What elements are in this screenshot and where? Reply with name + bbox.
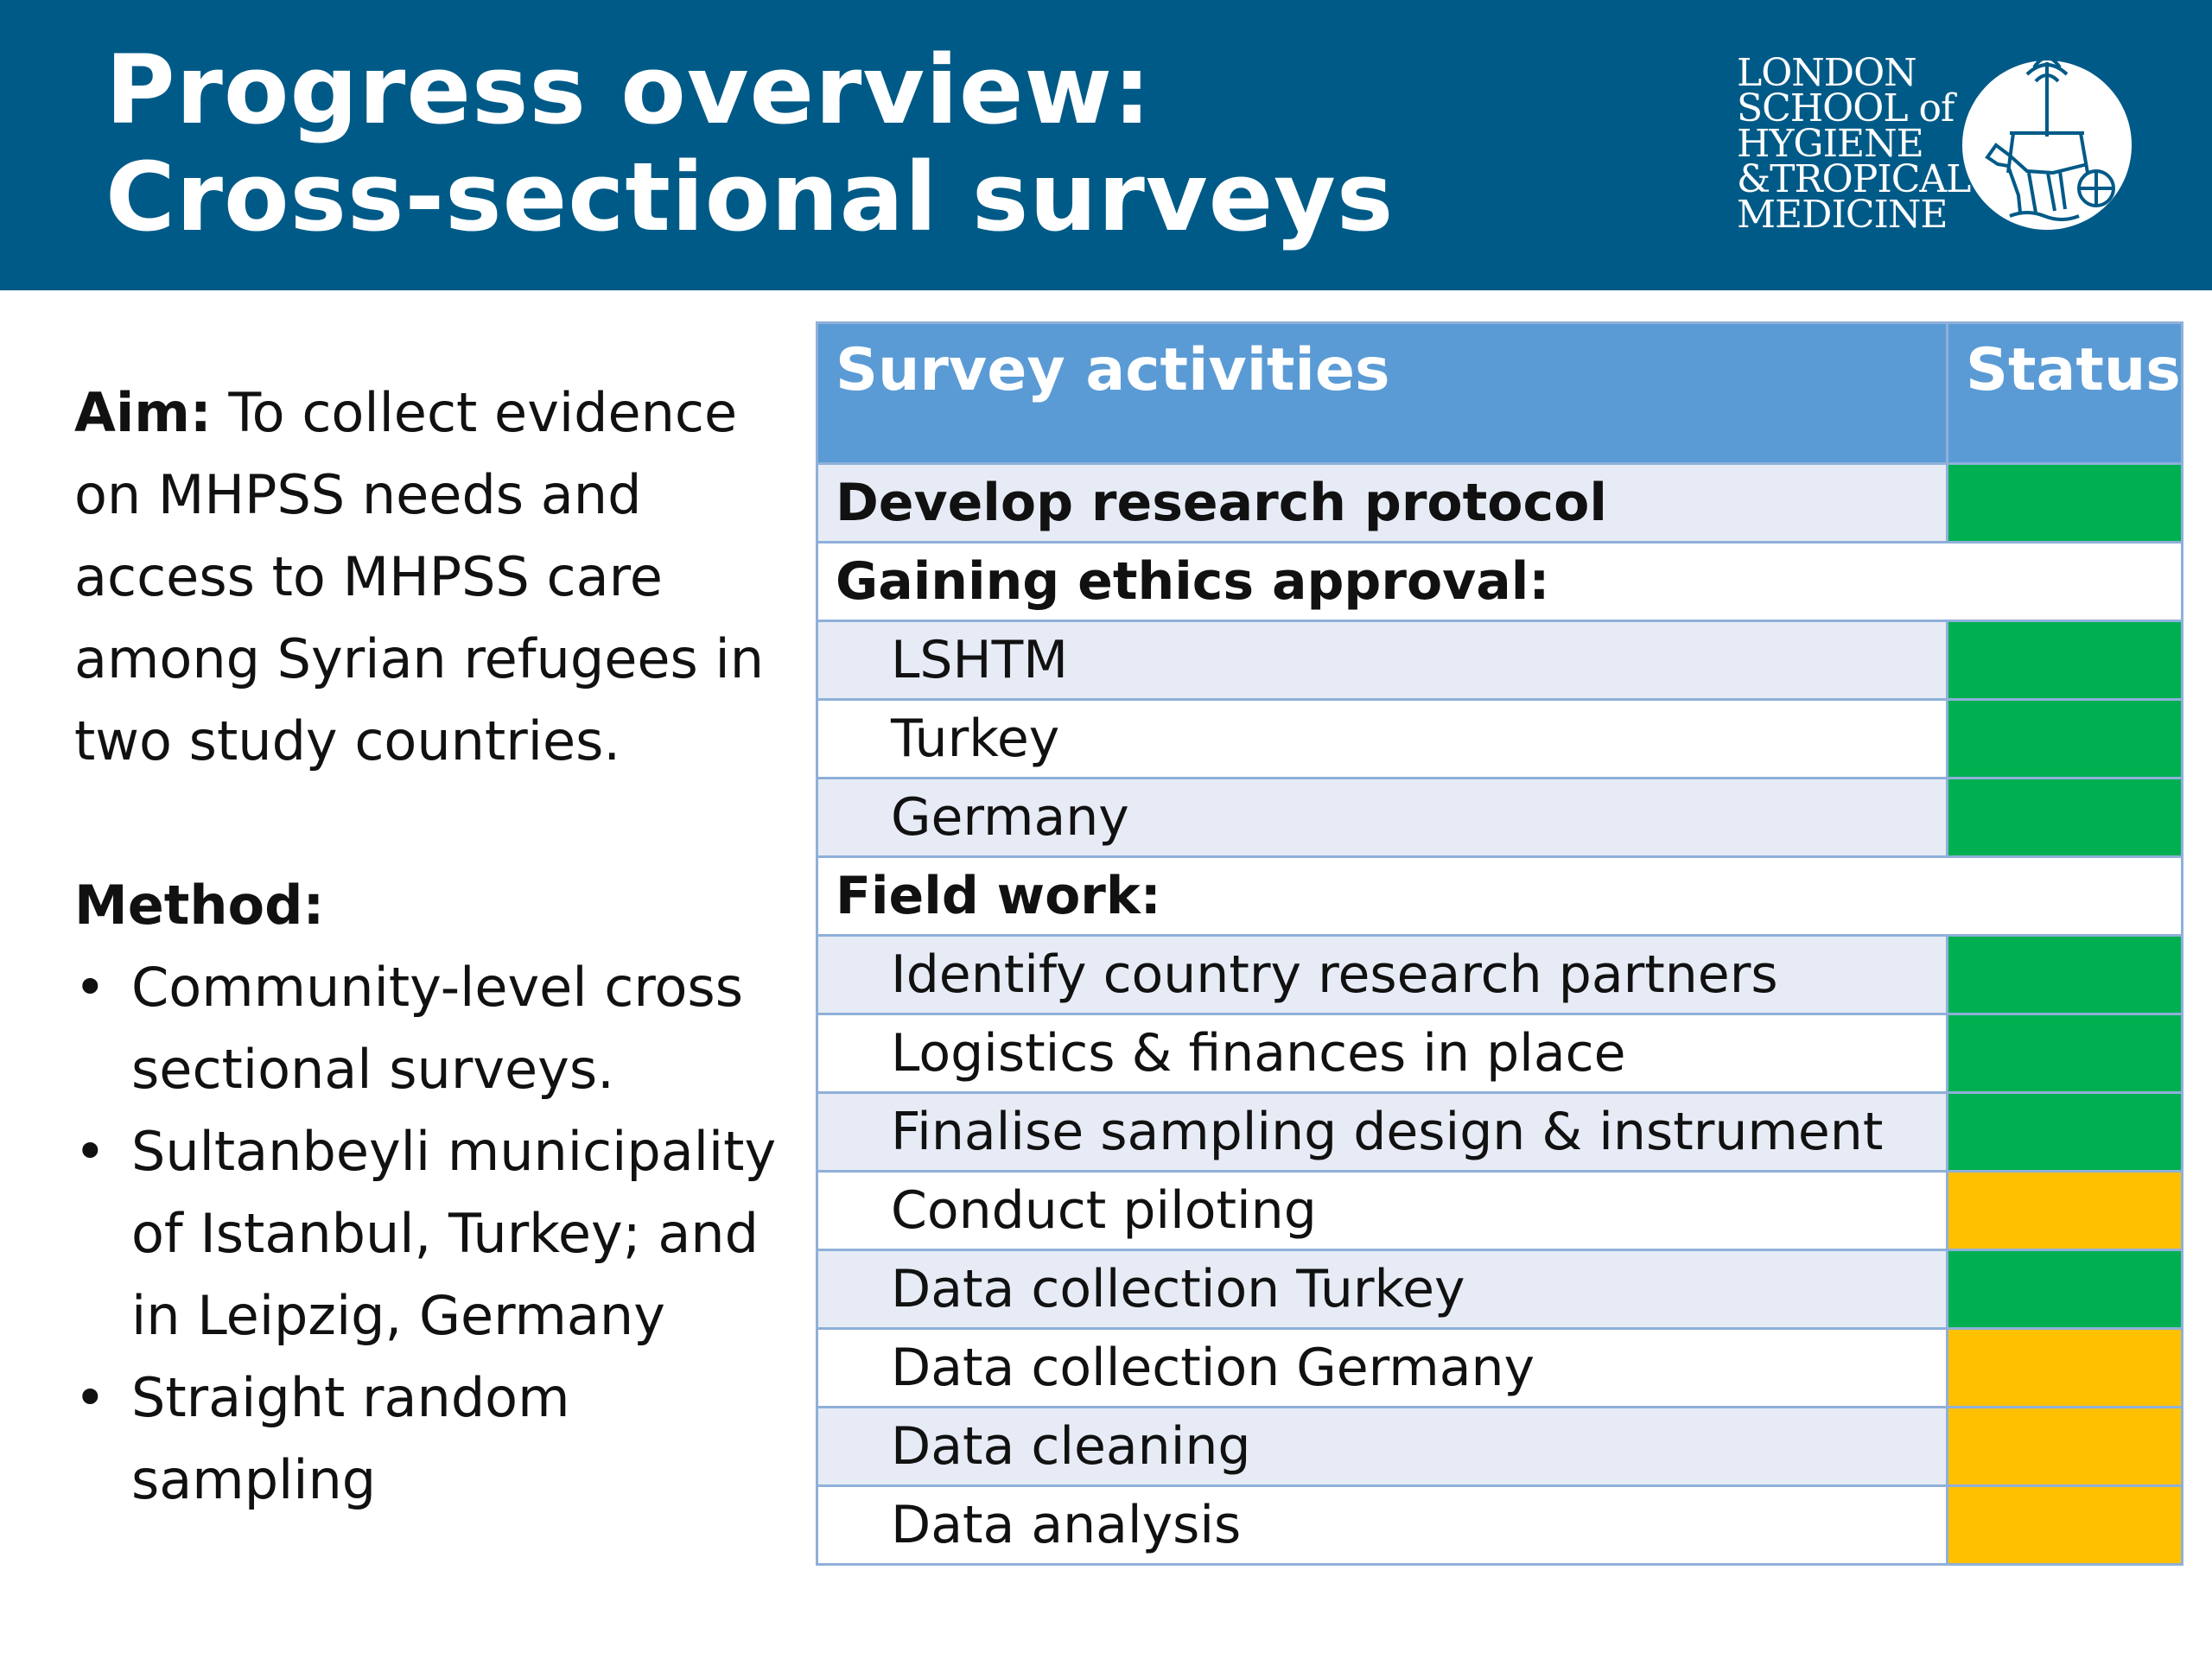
horse-chariot-emblem-icon [1962, 56, 2132, 230]
activity-cell: Field work: [816, 855, 2183, 937]
activity-cell: Data analysis [816, 1484, 1948, 1566]
status-indicator-in-progress [1946, 1170, 2183, 1251]
logo-line: HYGIENE [1737, 122, 1924, 166]
table-row: Conduct piloting [816, 1170, 2183, 1251]
activity-label: Turkey [891, 709, 1060, 769]
list-item-text: Straight random sampling [131, 1366, 570, 1511]
table-row: Data collection Germany [816, 1327, 2183, 1408]
activity-cell: Germany [816, 777, 1948, 858]
activity-label: Germany [891, 787, 1129, 848]
table-row: Develop research protocol [816, 462, 2183, 543]
activity-cell: Gaining ethics approval: [816, 541, 2183, 622]
list-item: • Sultanbeyli municipality of Istanbul, T… [74, 1110, 783, 1357]
slide-header: Progress overview: Cross-sectional surve… [0, 0, 2212, 290]
bullet-icon: • [74, 1120, 106, 1183]
activity-label: Identify country research partners [891, 944, 1778, 1005]
activity-label: LSHTM [891, 630, 1069, 690]
table-row: Data cleaning [816, 1406, 2183, 1487]
activity-cell: Data cleaning [816, 1406, 1948, 1487]
logo-line: SCHOOL of [1737, 86, 1955, 130]
activity-cell: Identify country research partners [816, 934, 1948, 1015]
activity-cell: Data collection Germany [816, 1327, 1948, 1408]
table-body: Develop research protocol Gaining ethics … [816, 462, 2183, 1566]
activity-cell: Data collection Turkey [816, 1249, 1948, 1330]
survey-activities-table: Survey activities Status Develop researc… [816, 321, 2183, 1566]
table-row: Germany [816, 777, 2183, 858]
status-indicator-complete [1946, 934, 2183, 1015]
method-label: Method: [74, 864, 783, 946]
status-indicator-complete [1946, 620, 2183, 701]
activity-label: Data cleaning [891, 1416, 1251, 1477]
bullet-icon: • [74, 956, 106, 1019]
activity-label: Data collection Turkey [891, 1259, 1465, 1319]
header-status: Status [1946, 321, 2183, 465]
method-list: • Community-level cross sectional surveys… [74, 946, 783, 1521]
table-row: Logistics & finances in place [816, 1013, 2183, 1094]
activity-label: Finalise sampling design & instrument [891, 1102, 1884, 1162]
table-header-row: Survey activities Status [816, 321, 2183, 465]
table-row: LSHTM [816, 620, 2183, 701]
aim-method-panel: Aim: To collect evidence on MHPSS needs … [74, 372, 783, 1521]
status-indicator-in-progress [1946, 1406, 2183, 1487]
table-row: Data collection Turkey [816, 1249, 2183, 1330]
activity-cell: LSHTM [816, 620, 1948, 701]
slide-title: Progress overview: Cross-sectional surve… [105, 36, 1394, 251]
status-indicator-in-progress [1946, 1327, 2183, 1408]
activity-cell: Conduct piloting [816, 1170, 1948, 1251]
aim-text: To collect evidence on MHPSS needs and a… [74, 381, 765, 772]
status-indicator-complete [1946, 1249, 2183, 1330]
activity-label: Field work: [836, 866, 1161, 926]
bullet-icon: • [74, 1366, 106, 1429]
aim-label: Aim: [74, 381, 212, 444]
logo-line: LONDON [1737, 51, 1917, 95]
list-item: • Community-level cross sectional surveys… [74, 946, 783, 1110]
activity-label: Data collection Germany [891, 1338, 1535, 1398]
status-indicator-complete [1946, 462, 2183, 543]
header-activities: Survey activities [816, 321, 1948, 465]
logo-line: MEDICINE [1737, 193, 1948, 237]
status-indicator-complete [1946, 1091, 2183, 1173]
table-row: Data analysis [816, 1484, 2183, 1566]
status-indicator-complete [1946, 698, 2183, 779]
activity-label: Develop research protocol [836, 473, 1607, 533]
list-item-text: Community-level cross sectional surveys. [131, 956, 744, 1101]
status-indicator-complete [1946, 777, 2183, 858]
table-row: Field work: [816, 855, 2183, 937]
method-label-text: Method: [74, 874, 325, 937]
table-row: Turkey [816, 698, 2183, 779]
list-item-text: Sultanbeyli municipality of Istanbul, Tu… [131, 1120, 777, 1347]
aim-paragraph: Aim: To collect evidence on MHPSS needs … [74, 372, 783, 782]
activity-cell: Logistics & finances in place [816, 1013, 1948, 1094]
title-line-1: Progress overview: [105, 35, 1153, 145]
status-indicator-complete [1946, 1013, 2183, 1094]
header-activities-label: Survey activities [836, 336, 1390, 404]
status-indicator-in-progress [1946, 1484, 2183, 1566]
table-row: Finalise sampling design & instrument [816, 1091, 2183, 1173]
list-item: • Straight random sampling [74, 1357, 783, 1521]
title-line-2: Cross-sectional surveys [105, 142, 1395, 252]
activity-label: Gaining ethics approval: [836, 551, 1550, 612]
logo-line: &TROPICAL [1737, 157, 1971, 201]
activity-label: Data analysis [891, 1495, 1242, 1555]
table-row: Identify country research partners [816, 934, 2183, 1015]
activity-label: Conduct piloting [891, 1180, 1317, 1241]
header-status-label: Status [1966, 336, 2181, 404]
table-row: Gaining ethics approval: [816, 541, 2183, 622]
lshtm-logo-text: LONDON SCHOOL of HYGIENE &TROPICAL MEDIC… [1737, 51, 1971, 237]
activity-label: Logistics & finances in place [891, 1023, 1626, 1084]
activity-cell: Turkey [816, 698, 1948, 779]
activity-cell: Develop research protocol [816, 462, 1948, 543]
activity-cell: Finalise sampling design & instrument [816, 1091, 1948, 1173]
